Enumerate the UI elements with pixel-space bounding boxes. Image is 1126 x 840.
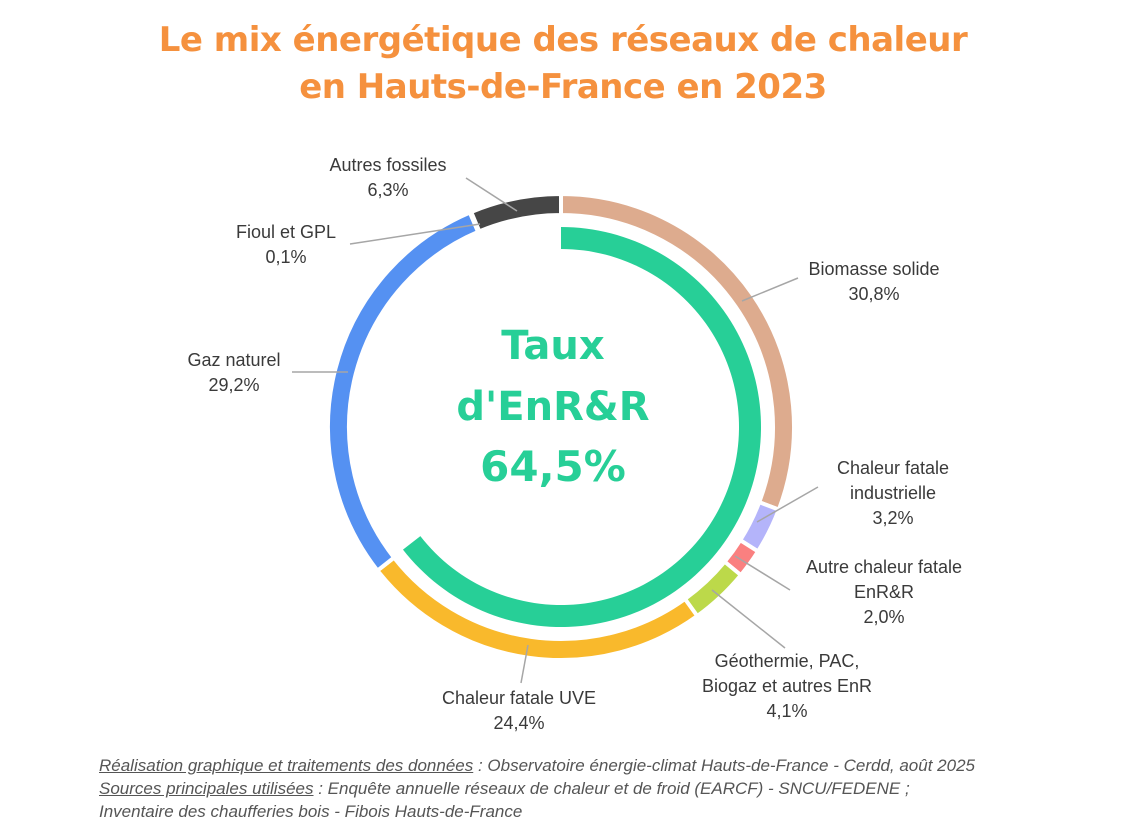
leader-line-chaleur-fatale-uve: [520, 644, 529, 684]
leader-line-chaleur-fatale-industrielle: [756, 486, 819, 523]
label-gaz-naturel: Gaz naturel 29,2%: [187, 350, 280, 395]
label-line: Fioul et GPL: [236, 222, 336, 242]
label-line: 24,4%: [493, 713, 544, 733]
label-line: Chaleur fatale: [837, 458, 949, 478]
leader-line-fioul-et-gpl: [349, 223, 481, 245]
label-line: Gaz naturel: [187, 350, 280, 370]
label-line: 4,1%: [766, 701, 807, 721]
label-line: Biogaz et autres EnR: [702, 676, 872, 696]
label-line: Autres fossiles: [329, 155, 446, 175]
label-biomasse-solide: Biomasse solide 30,8%: [808, 259, 939, 304]
label-line: 0,1%: [265, 247, 306, 267]
center-label-line-1: Taux: [501, 323, 605, 369]
footer-sources-2: Inventaire des chaufferies bois - Fibois…: [99, 802, 523, 821]
leader-line-geothermie-pac-biogaz-et-autres-enr: [711, 589, 786, 649]
label-line: 2,0%: [863, 607, 904, 627]
label-fioul-et-gpl: Fioul et GPL 0,1%: [236, 222, 336, 267]
slice-labels: Biomasse solide 30,8% Chaleur fatale indust…: [187, 155, 962, 733]
label-autre-chaleur-fatale-enr-r: Autre chaleur fatale EnR&R 2,0%: [806, 557, 962, 627]
chart-title-line-1: Le mix énergétique des réseaux de chaleu…: [158, 20, 968, 60]
label-geothermie-pac-biogaz-et-autres-enr: Géothermie, PAC, Biogaz et autres EnR 4,1%: [702, 651, 872, 721]
footer-sources: : Enquête annuelle réseaux de chaleur et…: [313, 779, 910, 798]
label-line: Chaleur fatale UVE: [442, 688, 596, 708]
leader-line-biomasse-solide: [741, 277, 799, 302]
donut-segments: [326, 191, 796, 662]
label-line: industrielle: [850, 483, 936, 503]
label-line: Géothermie, PAC,: [715, 651, 860, 671]
label-chaleur-fatale-industrielle: Chaleur fatale industrielle 3,2%: [837, 458, 949, 528]
slice-autres-fossiles: [468, 191, 563, 234]
center-value: 64,5%: [480, 442, 626, 491]
label-autres-fossiles: Autres fossiles 6,3%: [329, 155, 446, 200]
label-line: EnR&R: [854, 582, 914, 602]
label-line: Biomasse solide: [808, 259, 939, 279]
label-line: Autre chaleur fatale: [806, 557, 962, 577]
leader-line-autre-chaleur-fatale-enr-r: [734, 555, 791, 591]
footer-credit: : Observatoire énergie-climat Hauts-de-F…: [473, 756, 975, 775]
label-line: 29,2%: [208, 375, 259, 395]
leader-lines: [292, 177, 819, 684]
leader-line-autres-fossiles: [465, 177, 518, 212]
label-line: 30,8%: [848, 284, 899, 304]
label-line: 6,3%: [367, 180, 408, 200]
label-line: 3,2%: [872, 508, 913, 528]
footer-credit-label: Réalisation graphique et traitements des…: [99, 756, 474, 775]
footer-sources-label: Sources principales utilisées: [99, 779, 314, 798]
chart-title-line-2: en Hauts-de-France en 2023: [299, 67, 827, 107]
source-footer: Réalisation graphique et traitements des…: [99, 754, 975, 823]
label-chaleur-fatale-uve: Chaleur fatale UVE 24,4%: [442, 688, 596, 733]
center-label-line-2: d'EnR&R: [456, 384, 649, 430]
